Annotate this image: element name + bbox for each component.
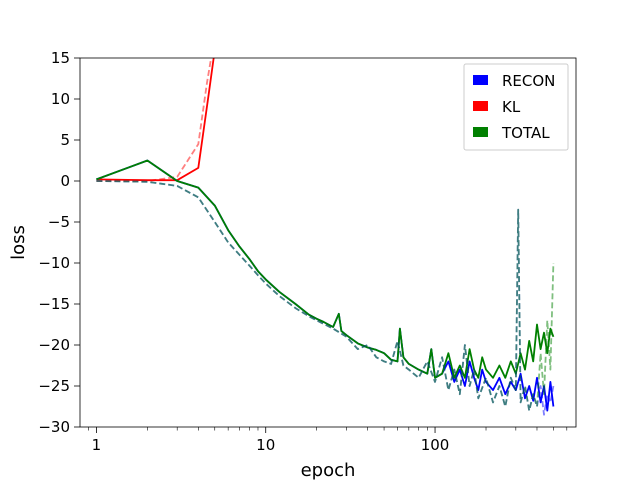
y-tick-label: 5 (60, 131, 70, 149)
series-line-total-solid (96, 159, 555, 379)
legend: RECON KL TOTAL (463, 63, 569, 151)
y-tick-label: 15 (51, 49, 70, 67)
legend-swatch-total (473, 127, 488, 137)
legend-label-kl: KL (502, 98, 521, 116)
x-axis-ticks: 1 10 100 (88, 427, 568, 454)
series-line-total-dashed (96, 180, 555, 412)
y-tick-label: −30 (38, 418, 70, 436)
series-line-kl-solid (96, 58, 215, 182)
y-tick-label: −10 (38, 254, 70, 272)
y-tick-label: −5 (48, 213, 70, 231)
legend-label-recon: RECON (502, 72, 555, 90)
y-axis-ticks: 15 10 5 0 −5 −10 −15 −20 −25 −30 (38, 49, 80, 436)
legend-swatch-kl (473, 101, 488, 111)
axes-frame (79, 57, 577, 428)
y-tick-label: 0 (60, 172, 70, 190)
legend-swatch-recon (473, 75, 488, 85)
y-tick-label: 10 (51, 90, 70, 108)
series-line-recon-solid (96, 159, 555, 412)
x-tick-label: 10 (256, 436, 275, 454)
x-tick-label: 1 (92, 436, 102, 454)
x-tick-label: 100 (421, 436, 450, 454)
legend-box (463, 63, 569, 151)
series-lines (96, 58, 555, 416)
y-axis-label: loss (8, 225, 29, 260)
x-axis-label: epoch (301, 460, 356, 480)
legend-label-total: TOTAL (501, 124, 550, 142)
y-tick-label: −25 (38, 377, 70, 395)
y-tick-label: −20 (38, 336, 70, 354)
y-tick-label: −15 (38, 295, 70, 313)
